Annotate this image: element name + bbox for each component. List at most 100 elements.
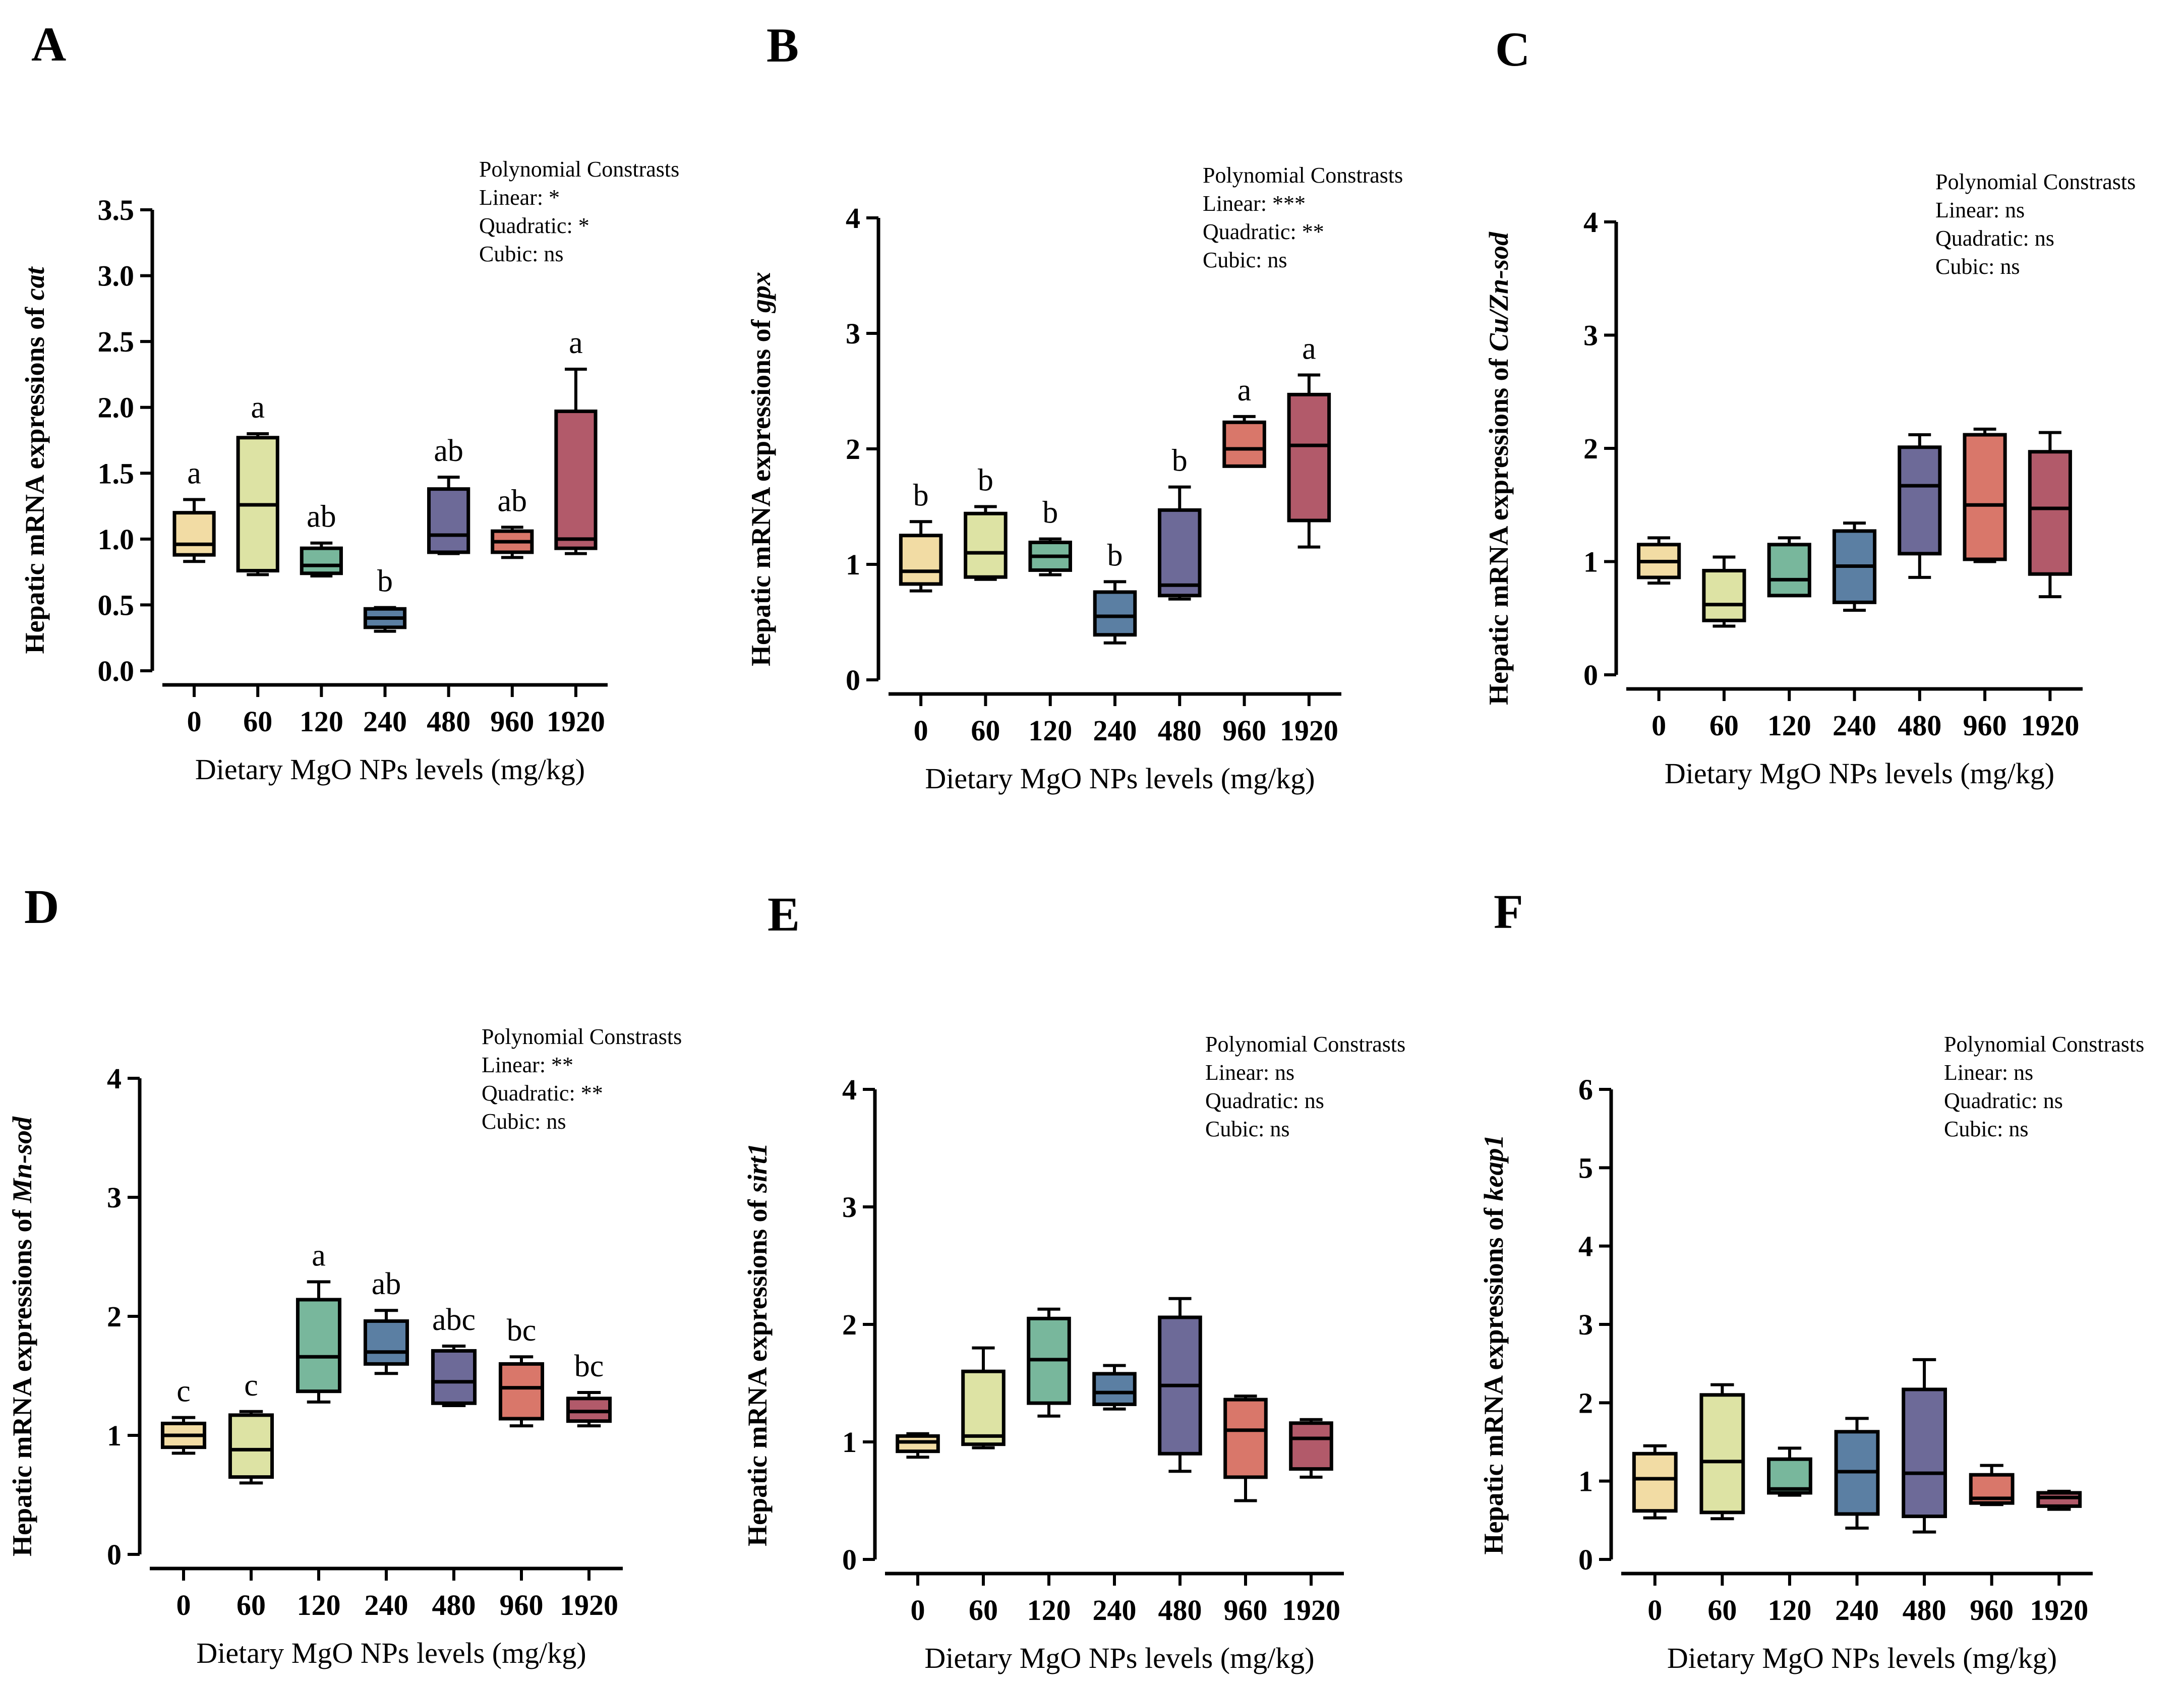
x-tick-label: 60 — [1707, 1594, 1737, 1627]
box-120 — [1767, 1446, 1812, 1497]
x-tick-label: 0 — [187, 705, 202, 738]
significance-letter: c — [244, 1368, 258, 1403]
x-tick-label: 480 — [1898, 709, 1941, 742]
box-0 — [1637, 536, 1681, 585]
panel-letter: A — [31, 17, 66, 71]
contrast-line: Linear: ns — [1935, 198, 2025, 222]
box-iqr — [566, 1397, 612, 1423]
contrast-line: Quadratic: ns — [1935, 226, 2054, 251]
significance-letter: a — [569, 326, 583, 360]
contrast-line: Linear: ns — [1944, 1060, 2033, 1085]
x-tick-label: 0 — [911, 1594, 925, 1627]
panel-letter: E — [768, 887, 800, 941]
y-axis-label: Hepatic mRNA expressions of keap1 — [1479, 1135, 1509, 1555]
box-iqr — [1093, 590, 1137, 637]
y-tick-label: 1 — [1578, 1465, 1593, 1498]
x-tick-label: 120 — [1767, 1594, 1811, 1627]
y-axis-label: Hepatic mRNA expressions of Cu/Zn-sod — [1484, 231, 1514, 705]
contrast-title: Polynomial Constrasts — [482, 1024, 682, 1049]
box-240 — [1834, 1417, 1880, 1530]
y-tick-label: 4 — [107, 1062, 122, 1095]
significance-letter: a — [1237, 373, 1252, 408]
box-iqr — [1902, 1387, 1947, 1519]
polynomial-contrasts: Polynomial Constrasts Linear: ns Quadratic… — [1205, 1032, 1405, 1141]
box-iqr — [1223, 1398, 1268, 1479]
contrast-line: Cubic: ns — [479, 242, 563, 266]
contrast-line: Cubic: ns — [1205, 1117, 1289, 1141]
y-axis-label: Hepatic mRNA expressions of Mn-sod — [7, 1116, 37, 1556]
y-tick-label: 0 — [842, 1543, 857, 1576]
x-tick-label: 1920 — [1282, 1594, 1340, 1627]
significance-letter: a — [187, 456, 201, 491]
x-tick-label: 240 — [1093, 714, 1137, 747]
x-axis-label: Dietary MgO NPs levels (mg/kg) — [1667, 1642, 2057, 1674]
contrast-title: Polynomial Constrasts — [479, 157, 679, 182]
x-tick-label: 1920 — [2030, 1594, 2088, 1627]
y-tick-label: 0 — [107, 1538, 122, 1571]
contrast-line: Quadratic: ** — [1203, 219, 1324, 244]
box-960 — [498, 1355, 545, 1428]
box-iqr — [554, 410, 598, 550]
y-tick-label: 2.5 — [98, 325, 135, 358]
box-120 — [300, 541, 343, 577]
box-960 — [1223, 1395, 1268, 1502]
box-iqr — [431, 1349, 477, 1405]
significance-letter: ab — [434, 434, 463, 468]
box-iqr — [228, 1413, 274, 1479]
box-iqr — [1963, 433, 2007, 561]
y-tick-label: 3 — [1578, 1308, 1593, 1341]
y-tick-label: 0 — [846, 664, 860, 696]
box-240 — [363, 606, 407, 633]
x-tick-label: 480 — [1158, 1594, 1202, 1627]
y-tick-label: 2 — [1583, 432, 1598, 465]
box-60 — [1702, 555, 1746, 628]
x-tick-label: 960 — [1970, 1594, 2014, 1627]
box-1920 — [566, 1391, 612, 1428]
box-iqr — [1158, 508, 1202, 598]
x-tick-label: 960 — [500, 1589, 544, 1621]
significance-letter: b — [377, 564, 393, 599]
box-480 — [1158, 485, 1202, 601]
y-tick-label: 2 — [846, 433, 860, 466]
y-tick-label: 0 — [1583, 659, 1598, 691]
x-tick-label: 960 — [1963, 709, 2007, 742]
x-tick-label: 0 — [176, 1589, 191, 1621]
box-iqr — [1289, 1421, 1333, 1471]
box-iqr — [498, 1362, 545, 1421]
y-tick-label: 1.5 — [98, 457, 135, 490]
x-axis-label: Dietary MgO NPs levels (mg/kg) — [925, 762, 1315, 795]
x-axis-label: Dietary MgO NPs levels (mg/kg) — [196, 1637, 586, 1669]
box-60 — [228, 1410, 274, 1485]
y-tick-label: 3.0 — [98, 260, 135, 293]
x-tick-label: 1920 — [2021, 709, 2079, 742]
x-tick-label: 240 — [1093, 1594, 1137, 1627]
significance-letter: b — [1042, 496, 1058, 530]
y-tick-label: 2 — [842, 1308, 857, 1341]
x-tick-label: 1920 — [560, 1589, 618, 1621]
x-tick-label: 120 — [1027, 1594, 1071, 1627]
box-1920 — [2028, 431, 2072, 599]
y-tick-label: 3 — [846, 317, 860, 350]
y-tick-label: 2.0 — [98, 391, 135, 424]
x-tick-label: 960 — [490, 705, 534, 738]
x-tick-label: 60 — [1709, 709, 1739, 742]
significance-letter: b — [1172, 444, 1188, 478]
significance-letter: abc — [432, 1303, 476, 1337]
significance-letter: a — [312, 1239, 326, 1273]
contrast-line: Linear: *** — [1203, 191, 1306, 216]
x-tick-label: 1920 — [547, 705, 605, 738]
significance-letter: a — [1302, 331, 1316, 366]
panel-c: C 0 1 2 3 4 0 60 120 240 480 960 1920 Dietary MgO NPs… — [1484, 22, 2136, 790]
y-tick-label: 3 — [107, 1181, 122, 1214]
box-240 — [1093, 580, 1137, 645]
panel-letter: D — [24, 880, 59, 934]
contrast-title: Polynomial Constrasts — [1205, 1032, 1405, 1057]
y-tick-label: 3.5 — [98, 194, 135, 226]
box-iqr — [1287, 392, 1331, 522]
box-0 — [896, 1432, 940, 1459]
significance-letter: b — [1107, 538, 1123, 572]
contrast-title: Polynomial Constrasts — [1935, 169, 2136, 194]
y-tick-label: 3 — [1583, 319, 1598, 352]
panel-letter: F — [1494, 885, 1523, 939]
